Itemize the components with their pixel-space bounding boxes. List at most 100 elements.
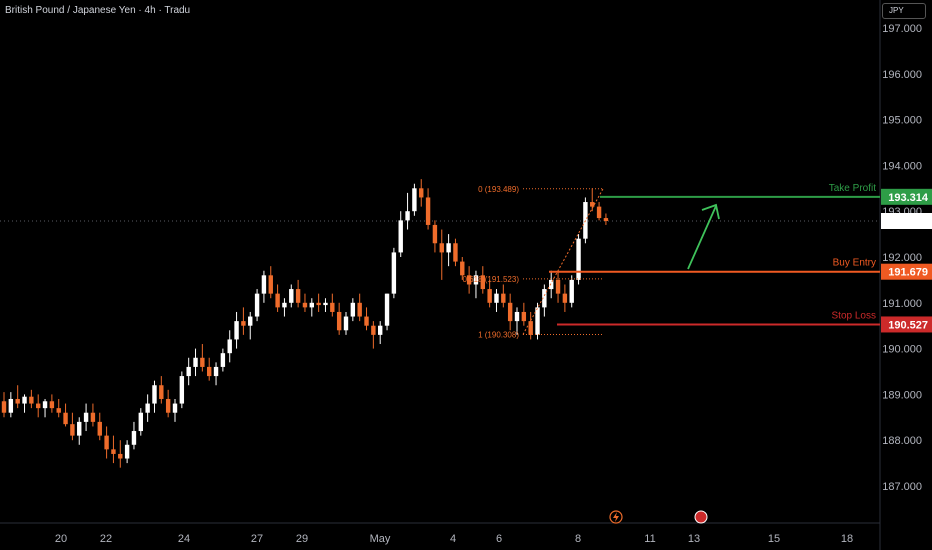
- candle-body: [453, 243, 458, 262]
- candle-body: [104, 435, 109, 450]
- candle-body: [145, 403, 150, 413]
- candle-body: [220, 353, 226, 367]
- fib-level-label: 1 (190.308): [478, 330, 519, 339]
- candle-body: [159, 385, 164, 399]
- lightning-bolt-icon: [613, 512, 619, 522]
- candle-body: [248, 316, 253, 326]
- candle-body: [364, 316, 369, 326]
- fib-trend-line: [522, 188, 604, 335]
- price-tick-label: 192.000: [882, 252, 922, 264]
- candle-body: [302, 302, 308, 308]
- candle-body: [179, 376, 185, 404]
- fib-level-label: 0 (193.489): [478, 185, 519, 194]
- candle-body: [371, 325, 376, 335]
- candle-body: [316, 302, 321, 306]
- candle-body: [8, 398, 14, 413]
- candle-body: [254, 293, 260, 317]
- price-tick-label: 197.000: [882, 23, 922, 35]
- lightning-event-icon[interactable]: [609, 510, 623, 524]
- candle-body: [77, 421, 82, 436]
- candle-body: [412, 188, 417, 212]
- time-tick-label: 11: [644, 533, 655, 545]
- candle-body: [323, 302, 328, 306]
- candle-body: [357, 302, 362, 317]
- candle-body: [22, 396, 27, 404]
- candle-body: [63, 412, 68, 425]
- uk-flag-event-icon[interactable]: [694, 510, 708, 524]
- candle-body: [49, 401, 55, 409]
- candle-body: [487, 289, 492, 303]
- candle-body: [466, 275, 472, 285]
- candle-body: [118, 453, 123, 459]
- candle-body: [507, 302, 513, 322]
- fib-level-label: 0.618 (191.523): [463, 275, 520, 284]
- candle-body: [165, 398, 171, 413]
- candle-body: [213, 366, 219, 377]
- time-tick-label: 6: [496, 533, 502, 545]
- price-tick-label: 190.000: [882, 344, 922, 356]
- price-tick-label: 196.000: [882, 69, 922, 81]
- time-tick-label: 29: [296, 533, 308, 545]
- candle-body: [234, 321, 239, 340]
- level-name-label: Stop Loss: [832, 310, 876, 321]
- time-tick-label: 20: [55, 533, 67, 545]
- candle-body: [90, 412, 96, 422]
- candle-body: [131, 431, 137, 445]
- level-price-badge: [881, 188, 932, 205]
- candle-body: [56, 408, 61, 413]
- candle-body: [528, 321, 533, 335]
- candle-body: [473, 275, 479, 285]
- candle-body: [83, 412, 89, 422]
- candle-body: [172, 403, 178, 413]
- candle-body: [111, 449, 116, 454]
- candle-body: [494, 293, 499, 303]
- candle-body: [275, 293, 280, 308]
- candle-body: [97, 421, 102, 436]
- arrow-head-icon: [701, 203, 720, 220]
- candle-body: [405, 211, 410, 221]
- level-price-label: 191.679: [888, 267, 928, 279]
- level-price-badge: [881, 263, 932, 280]
- candle-body: [227, 339, 232, 354]
- candle-body: [439, 243, 444, 253]
- time-tick-label: 13: [688, 533, 700, 545]
- candle-body: [152, 385, 157, 404]
- current-price-label: 192.786: [888, 216, 928, 228]
- candle-body: [460, 261, 465, 276]
- time-tick-label: 8: [575, 533, 581, 545]
- current-price-badge: [881, 213, 932, 230]
- candle-body: [138, 412, 143, 432]
- candle-body: [350, 302, 356, 317]
- price-tick-label: 188.000: [882, 435, 922, 447]
- candle-body: [268, 275, 273, 294]
- candle-body: [432, 224, 438, 244]
- candle-body: [124, 444, 130, 459]
- candle-body: [36, 403, 41, 409]
- candle-body: [241, 321, 246, 326]
- candle-body: [200, 357, 205, 367]
- level-name-label: Take Profit: [829, 183, 876, 194]
- candle-body: [590, 202, 595, 207]
- candle-body: [446, 243, 451, 253]
- price-tick-label: 187.000: [882, 481, 922, 493]
- price-tick-label: 195.000: [882, 115, 922, 127]
- projection-arrow-shaft: [687, 205, 717, 270]
- price-tick-label: 194.000: [882, 160, 922, 172]
- candle-body: [186, 366, 191, 377]
- level-price-label: 193.314: [888, 192, 929, 204]
- candle-body: [70, 424, 75, 436]
- candle-body: [207, 366, 212, 377]
- candle-body: [1, 401, 7, 413]
- time-tick-label: 24: [178, 533, 190, 545]
- candle-body: [282, 302, 287, 308]
- currency-button[interactable]: JPY: [882, 3, 926, 19]
- candle-body: [29, 396, 34, 404]
- candle-body: [295, 289, 301, 303]
- price-tick-label: 191.000: [882, 298, 922, 310]
- candle-body: [42, 401, 48, 409]
- candle-body: [576, 238, 581, 280]
- candle-body: [15, 398, 20, 404]
- candle-body: [398, 220, 403, 253]
- candle-body: [378, 325, 383, 335]
